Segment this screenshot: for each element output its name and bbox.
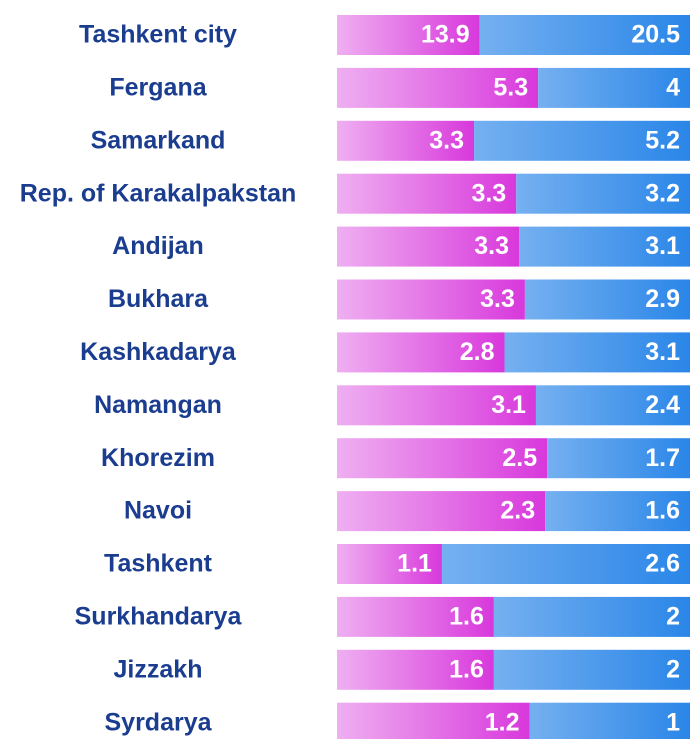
bar-segment xyxy=(337,279,525,320)
bar-segment xyxy=(337,702,530,739)
value-label: 3.3 xyxy=(480,285,515,313)
value-label: 2.5 xyxy=(502,444,537,472)
value-label: 4 xyxy=(666,74,680,102)
bar-segment xyxy=(474,120,690,161)
value-label: 1.6 xyxy=(449,655,484,683)
bar-segment xyxy=(441,544,690,584)
value-label: 2 xyxy=(666,655,680,683)
bar-segment xyxy=(337,120,475,161)
category-label: Rep. of Karakalpakstan xyxy=(20,179,297,207)
value-label: 3.1 xyxy=(645,338,680,366)
value-label: 2 xyxy=(666,603,680,631)
bar-segment xyxy=(337,385,536,426)
category-label: Samarkand xyxy=(91,126,226,154)
category-label: Navoi xyxy=(124,497,192,525)
bar-segment xyxy=(337,491,546,532)
bar-segment xyxy=(337,649,494,690)
value-label: 2.3 xyxy=(500,497,535,525)
value-label: 20.5 xyxy=(631,21,680,49)
value-label: 1.1 xyxy=(397,550,432,578)
value-label: 2.4 xyxy=(645,391,680,419)
bar-segment xyxy=(545,491,690,532)
category-label: Surkhandarya xyxy=(75,603,243,631)
category-label: Namangan xyxy=(94,391,222,419)
value-label: 5.2 xyxy=(645,126,680,154)
value-label: 2.9 xyxy=(645,285,680,313)
bar-segment xyxy=(524,279,690,320)
bar-segment xyxy=(504,332,690,373)
value-label: 3.1 xyxy=(491,391,526,419)
value-label: 3.1 xyxy=(645,232,680,260)
value-label: 1.7 xyxy=(645,444,680,472)
value-label: 2.6 xyxy=(645,550,680,578)
bar-segment xyxy=(479,15,690,55)
bar-segment xyxy=(516,173,690,214)
bar-segment xyxy=(337,173,517,214)
category-label: Tashkent city xyxy=(79,21,237,49)
category-label: Bukhara xyxy=(108,285,209,313)
bar-segment xyxy=(337,332,505,373)
value-label: 3.3 xyxy=(471,179,506,207)
value-label: 1.6 xyxy=(449,603,484,631)
value-label: 13.9 xyxy=(421,21,470,49)
category-label: Syrdarya xyxy=(104,708,212,736)
bar-segment xyxy=(493,596,690,637)
value-label: 1.2 xyxy=(485,708,520,736)
bar-segment xyxy=(337,438,548,479)
value-label: 3.2 xyxy=(645,179,680,207)
bar-segment xyxy=(493,649,690,690)
category-label: Andijan xyxy=(112,232,204,260)
bar-segment xyxy=(337,596,494,637)
bar-segment xyxy=(337,544,442,584)
bar-segment xyxy=(547,438,690,479)
bar-segment xyxy=(529,702,690,739)
bar-segment xyxy=(337,67,539,108)
bar-segment xyxy=(538,67,690,108)
value-label: 3.3 xyxy=(474,232,509,260)
category-label: Fergana xyxy=(109,74,207,102)
category-label: Tashkent xyxy=(104,550,213,578)
value-label: 5.3 xyxy=(493,74,528,102)
value-label: 3.3 xyxy=(429,126,464,154)
value-label: 1 xyxy=(666,708,680,736)
bar-segment xyxy=(519,226,690,267)
bar-segment xyxy=(535,385,690,426)
value-label: 2.8 xyxy=(460,338,495,366)
category-label: Kashkadarya xyxy=(80,338,237,366)
value-label: 1.6 xyxy=(645,497,680,525)
bar-segment xyxy=(337,15,480,55)
bar-segment xyxy=(337,226,520,267)
category-label: Khorezim xyxy=(101,444,215,472)
category-label: Jizzakh xyxy=(114,655,203,683)
